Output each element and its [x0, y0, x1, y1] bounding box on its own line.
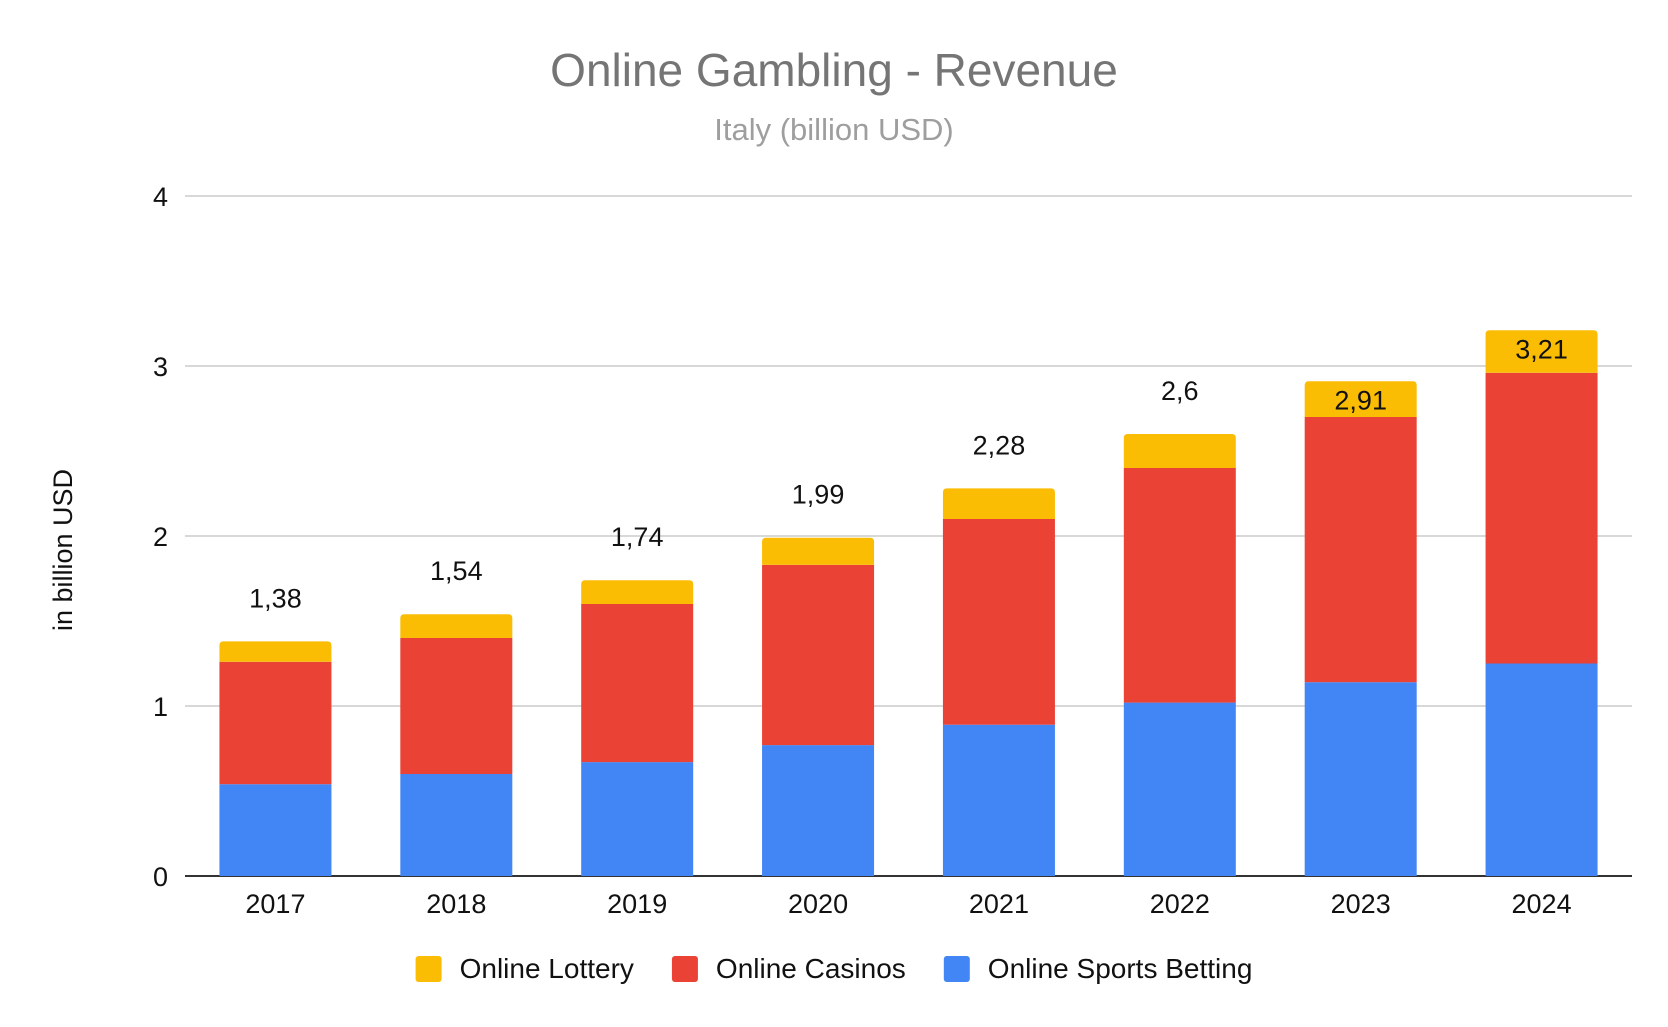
bar-segment-online-lottery [1123, 434, 1236, 468]
bar-total-label: 2,6 [1161, 376, 1199, 406]
y-tick-label: 2 [153, 522, 168, 552]
data-labels: 1,38 1,54 1,74 1,99 2,28 2,6 2,91 3,21 [249, 334, 1568, 613]
x-tick-label: 2024 [1512, 889, 1572, 919]
bar-segment-online-lottery [1304, 381, 1417, 417]
bar-segment-online-sports-betting [942, 724, 1055, 876]
legend-item-online-sports-betting: Online Sports Betting [943, 953, 1253, 984]
bar-total-label: 1,99 [792, 480, 845, 510]
chart-title: Online Gambling - Revenue [550, 44, 1118, 96]
bar-segment-online-lottery [400, 614, 513, 638]
y-tick-label: 4 [153, 182, 168, 212]
bar-segment-online-casinos [581, 604, 694, 763]
bar-total-label: 1,38 [249, 583, 302, 613]
legend-item-online-lottery: Online Lottery [415, 953, 634, 984]
bars [219, 330, 1598, 876]
bar-segment-online-casinos [942, 519, 1055, 725]
bar-segment-online-sports-betting [762, 745, 875, 876]
bar-segment-online-casinos [1304, 417, 1417, 683]
x-tick-label: 2019 [607, 889, 667, 919]
y-tick-label: 3 [153, 352, 168, 382]
y-tick-label: 1 [153, 692, 168, 722]
legend-label: Online Lottery [460, 953, 634, 984]
x-tick-label: 2023 [1331, 889, 1391, 919]
bar-segment-online-lottery [219, 641, 332, 662]
bar-segment-online-lottery [1485, 330, 1598, 373]
bar-segment-online-sports-betting [1123, 702, 1236, 876]
legend: Online Lottery Online Casinos Online Sport… [415, 953, 1253, 984]
bar-total-label: 2,28 [973, 430, 1026, 460]
bar-segment-online-casinos [400, 638, 513, 774]
bar-segment-online-sports-betting [219, 784, 332, 876]
bar-segment-online-sports-betting [1304, 682, 1417, 876]
x-tick-label: 2022 [1150, 889, 1210, 919]
bar-segment-online-lottery [942, 488, 1055, 519]
legend-label: Online Sports Betting [988, 953, 1253, 984]
chart-subtitle: Italy (billion USD) [714, 112, 953, 147]
legend-swatch [943, 956, 970, 982]
bar-segment-online-casinos [1485, 372, 1598, 664]
legend-label: Online Casinos [716, 953, 906, 984]
x-tick-label: 2021 [969, 889, 1029, 919]
bar-segment-online-casinos [762, 564, 875, 746]
y-axis-title: in billion USD [48, 469, 78, 631]
bar-segment-online-casinos [219, 661, 332, 785]
bar-segment-online-lottery [762, 537, 875, 565]
x-axis-ticks: 2017 2018 2019 2020 2021 2022 2023 2024 [245, 889, 1571, 919]
bar-segment-online-sports-betting [400, 774, 513, 876]
bar-total-label: 3,21 [1515, 334, 1568, 364]
bar-segment-online-sports-betting [581, 762, 694, 876]
bar-segment-online-lottery [581, 580, 694, 604]
legend-swatch [671, 956, 698, 982]
legend-item-online-casinos: Online Casinos [671, 953, 906, 984]
bar-total-label: 2,91 [1334, 385, 1387, 415]
bar-segment-online-casinos [1123, 468, 1236, 703]
y-axis-ticks: 0 1 2 3 4 [153, 182, 168, 892]
x-tick-label: 2020 [788, 889, 848, 919]
bar-total-label: 1,74 [611, 522, 664, 552]
x-tick-label: 2017 [245, 889, 305, 919]
x-tick-label: 2018 [426, 889, 486, 919]
y-tick-label: 0 [153, 862, 168, 892]
bar-segment-online-sports-betting [1485, 663, 1598, 876]
bar-total-label: 1,54 [430, 556, 483, 586]
legend-swatch [415, 956, 442, 982]
